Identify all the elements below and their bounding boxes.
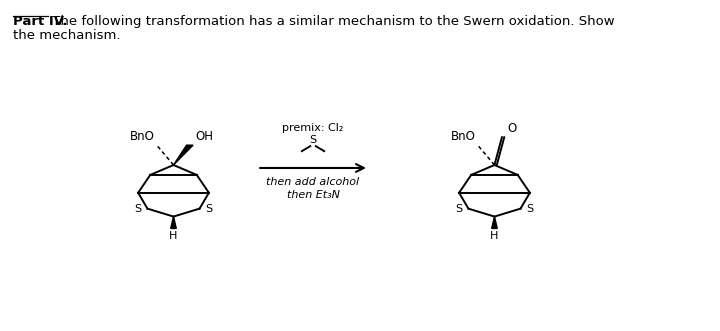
Text: O: O	[507, 122, 516, 135]
Text: The following transformation has a similar mechanism to the Swern oxidation. Sho: The following transformation has a simil…	[48, 15, 615, 28]
Text: Part IV.: Part IV.	[12, 15, 67, 28]
Text: H: H	[490, 231, 499, 241]
Text: BnO: BnO	[451, 130, 476, 143]
Text: S: S	[456, 204, 463, 213]
Text: S: S	[310, 135, 317, 145]
Text: OH: OH	[196, 130, 214, 143]
Text: BnO: BnO	[130, 130, 155, 143]
Text: S: S	[205, 204, 212, 213]
Text: then Et₃N: then Et₃N	[287, 190, 340, 200]
Polygon shape	[174, 145, 193, 165]
Text: then add alcohol: then add alcohol	[266, 177, 359, 187]
Text: H: H	[169, 231, 178, 241]
Text: S: S	[526, 204, 534, 213]
Text: the mechanism.: the mechanism.	[12, 29, 120, 42]
Text: S: S	[135, 204, 142, 213]
Polygon shape	[171, 216, 176, 228]
Text: premix: Cl₂: premix: Cl₂	[282, 123, 343, 133]
Polygon shape	[492, 216, 498, 228]
